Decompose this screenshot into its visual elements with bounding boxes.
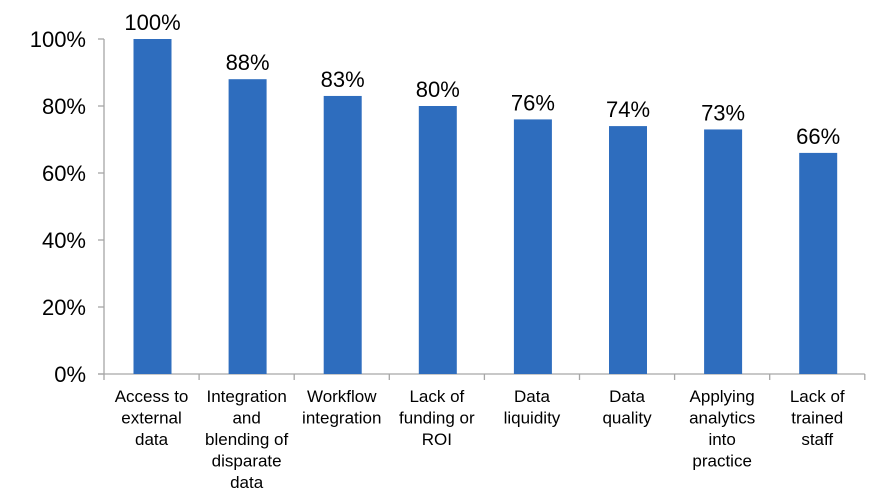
y-tick-label: 60% bbox=[42, 161, 86, 186]
data-label: 66% bbox=[796, 124, 840, 149]
x-tick-label: liquidity bbox=[504, 409, 561, 428]
bar bbox=[704, 129, 743, 374]
y-tick-label: 0% bbox=[54, 362, 86, 387]
x-tick-label: Data bbox=[609, 387, 645, 406]
x-tick-label: funding or bbox=[399, 409, 475, 428]
data-label: 100% bbox=[124, 10, 180, 35]
x-tick-label: data bbox=[135, 430, 169, 449]
x-tick-label: external bbox=[121, 409, 181, 428]
x-tick-label: Workflow bbox=[307, 387, 377, 406]
bar bbox=[133, 39, 172, 374]
data-label: 80% bbox=[416, 77, 460, 102]
x-tick-label: Data bbox=[514, 387, 550, 406]
y-tick-label: 40% bbox=[42, 228, 86, 253]
x-tick-label: and bbox=[232, 409, 260, 428]
x-tick-label: Lack of bbox=[790, 387, 845, 406]
bar bbox=[418, 106, 457, 374]
x-tick-label: ROI bbox=[422, 430, 452, 449]
bar bbox=[609, 126, 647, 374]
x-tick-label: quality bbox=[602, 409, 652, 428]
bar bbox=[228, 79, 267, 374]
x-tick-label: disparate bbox=[212, 452, 282, 471]
y-tick-label: 100% bbox=[30, 27, 86, 52]
x-tick-label: Applying bbox=[690, 387, 755, 406]
x-tick-label: blending of bbox=[205, 430, 288, 449]
data-label: 76% bbox=[511, 90, 555, 115]
y-tick-label: 20% bbox=[42, 295, 86, 320]
x-tick-label: practice bbox=[692, 452, 752, 471]
data-label: 83% bbox=[321, 67, 365, 92]
x-tick-label: trained bbox=[791, 409, 843, 428]
x-tick-label: integration bbox=[302, 409, 381, 428]
x-tick-label: Integration bbox=[206, 387, 286, 406]
x-tick-label: staff bbox=[801, 430, 833, 449]
x-tick-label: Access to bbox=[115, 387, 189, 406]
x-tick-label: Lack of bbox=[409, 387, 464, 406]
bar bbox=[323, 95, 362, 374]
data-label: 73% bbox=[701, 100, 745, 125]
bar bbox=[799, 152, 838, 374]
bar bbox=[513, 119, 552, 375]
data-label: 88% bbox=[226, 50, 270, 75]
data-label: 74% bbox=[606, 97, 650, 122]
x-tick-label: into bbox=[708, 430, 735, 449]
x-tick-label: analytics bbox=[689, 409, 755, 428]
x-tick-label: data bbox=[230, 473, 264, 492]
y-tick-label: 80% bbox=[42, 94, 86, 119]
